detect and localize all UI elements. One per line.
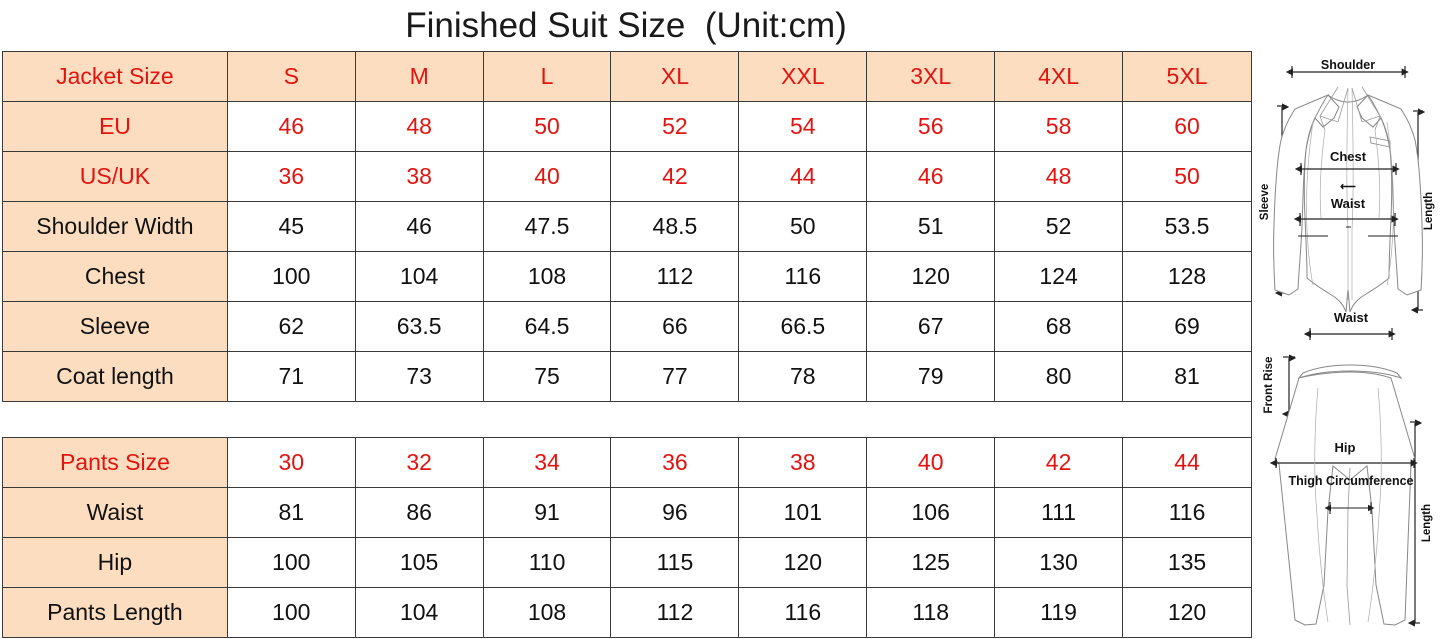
svg-text:Waist: Waist — [1334, 310, 1369, 325]
svg-text:Sleeve: Sleeve — [1259, 184, 1271, 220]
svg-text:Length: Length — [1421, 504, 1433, 542]
svg-text:Chest: Chest — [1330, 149, 1367, 164]
svg-text:Thigh Circumference: Thigh Circumference — [1288, 474, 1413, 488]
svg-text:Waist: Waist — [1331, 196, 1366, 211]
svg-text:Front Rise: Front Rise — [1263, 357, 1275, 414]
svg-text:Shoulder: Shoulder — [1321, 58, 1375, 72]
svg-text:Hip: Hip — [1335, 440, 1356, 455]
svg-text:⟵: ⟵ — [1340, 181, 1356, 193]
svg-text:Length: Length — [1423, 192, 1435, 230]
